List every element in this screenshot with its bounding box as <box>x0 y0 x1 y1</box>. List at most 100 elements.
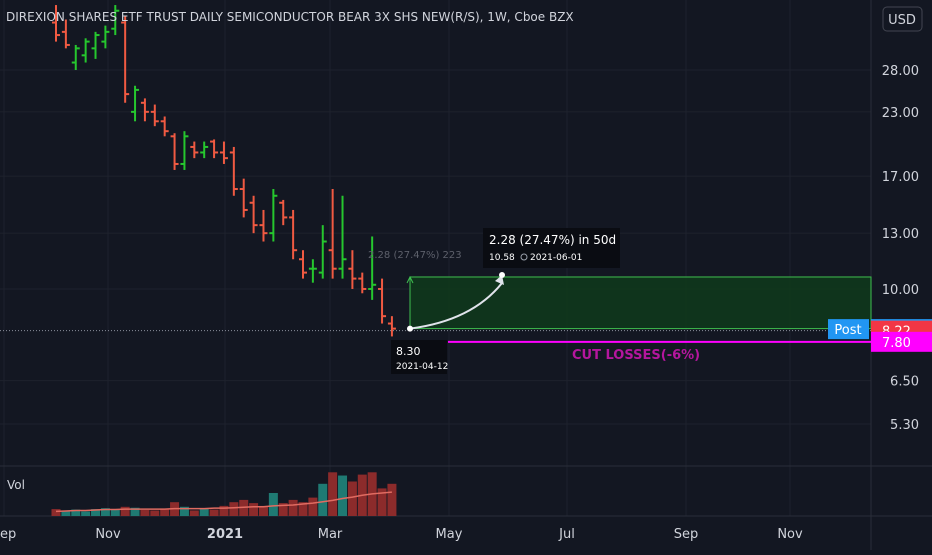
volume-bar <box>110 509 120 516</box>
post-badge-prefix-box <box>828 319 869 340</box>
projection-end-price: 10.58 <box>489 253 515 263</box>
volume-ma-line <box>55 491 392 513</box>
ohlc-bar <box>150 104 159 127</box>
volume-bar <box>81 511 91 516</box>
ohlc-bar <box>71 44 80 70</box>
clock-icon <box>520 253 528 261</box>
ohlc-bar <box>229 146 238 196</box>
target-arrow-head <box>406 275 414 284</box>
ohlc-bar <box>170 133 179 170</box>
ohlc-bar <box>101 25 110 49</box>
ohlc-bar <box>210 139 219 159</box>
volume-bar <box>338 475 348 516</box>
volume-bar <box>179 506 189 516</box>
ohlc-bar <box>91 31 100 59</box>
price-badge-text: 7.80 <box>882 336 911 351</box>
ohlc-bar <box>328 189 337 279</box>
ohlc-bar <box>200 141 209 159</box>
price-badge-stop: 7.80 <box>871 331 932 352</box>
ohlc-bar <box>52 5 60 42</box>
volume-bar <box>189 510 199 516</box>
projection-curve <box>409 282 503 330</box>
post-badge-prefix: Post <box>834 323 861 338</box>
price-tick-label: 13.00 <box>882 227 919 242</box>
faded-range-label: 2.28 (27.47%) 223 <box>368 250 462 261</box>
time-axis: Sep Nov 2021 Mar May Jul Sep Nov <box>0 527 803 542</box>
volume-bar <box>91 509 101 516</box>
volume-bar <box>51 509 61 516</box>
annotations-layer: 2.28 (27.47%) in 50d 10.58 2021-06-01 2.28 … <box>0 228 872 374</box>
ohlc-bar <box>111 5 120 36</box>
currency-button[interactable] <box>882 6 923 32</box>
start-price-label: 8.30 <box>396 345 421 358</box>
ohlc-bar <box>121 16 130 103</box>
volume-pane <box>51 472 397 516</box>
volume-bar <box>298 502 308 516</box>
time-tick-label: May <box>436 527 463 542</box>
projection-label-box <box>483 228 620 268</box>
end-point-dot <box>499 271 505 278</box>
volume-bar <box>318 483 328 516</box>
start-point-dot <box>407 325 413 332</box>
target-zone <box>409 276 872 330</box>
stop-loss-label: CUT LOSSES(-6%) <box>572 348 700 363</box>
volume-bar <box>258 505 268 516</box>
volume-bar <box>377 488 387 516</box>
time-tick-label: Mar <box>318 527 343 542</box>
time-tick-label: Jul <box>558 527 575 542</box>
ohlc-bar <box>81 38 90 63</box>
volume-bar <box>130 507 140 516</box>
volume-bar <box>140 510 150 516</box>
time-tick-label: Sep <box>0 527 16 542</box>
ohlc-bar <box>358 272 367 294</box>
volume-bar <box>308 497 318 516</box>
ohlc-bar <box>348 250 357 289</box>
ohlc-bar <box>219 141 228 164</box>
ohlc-bar <box>387 316 396 337</box>
price-tick-label: 23.00 <box>882 106 919 121</box>
time-tick-label: Nov <box>95 527 121 542</box>
ohlc-bar <box>61 19 70 49</box>
ohlc-bar <box>140 98 149 122</box>
volume-label: Vol <box>7 478 25 492</box>
ohlc-bar <box>190 141 199 159</box>
time-tick-label: Nov <box>777 527 803 542</box>
price-tick-label: 17.00 <box>882 170 919 185</box>
ohlc-bar <box>318 225 327 279</box>
price-axis: 28.0023.0017.0013.0010.006.505.30Post8.2… <box>828 64 932 433</box>
volume-bar <box>229 502 239 516</box>
volume-bar <box>347 481 357 516</box>
ohlc-bar <box>259 209 268 242</box>
ohlc-bar <box>308 259 317 283</box>
volume-bar <box>387 483 397 516</box>
price-tick-label: 10.00 <box>882 283 919 298</box>
volume-bar <box>150 510 160 516</box>
ohlc-bar <box>180 131 189 170</box>
volume-bar <box>120 506 130 516</box>
ohlc-bar <box>289 209 298 260</box>
ohlc-bar <box>279 199 288 226</box>
volume-bar <box>209 509 219 516</box>
ohlc-bar <box>160 116 169 137</box>
volume-bar <box>61 510 71 516</box>
price-tick-label: 28.00 <box>882 64 919 79</box>
chart-title: DIREXION SHARES ETF TRUST DAILY SEMICOND… <box>6 10 574 24</box>
volume-bar <box>268 493 278 516</box>
start-label-box <box>391 340 447 374</box>
currency-label: USD <box>888 13 916 28</box>
ohlc-bar <box>269 189 278 242</box>
ohlc-bar <box>131 85 140 122</box>
time-tick-label: Sep <box>674 527 699 542</box>
price-tick-label: 6.50 <box>890 375 919 390</box>
volume-bar <box>328 472 338 516</box>
projection-end-date: 2021-06-01 <box>530 253 582 263</box>
volume-bar <box>278 503 288 516</box>
volume-bar <box>219 505 229 516</box>
ohlc-bar <box>368 236 377 300</box>
ohlc-bar <box>378 278 387 324</box>
price-tick-label: 5.30 <box>890 418 919 433</box>
